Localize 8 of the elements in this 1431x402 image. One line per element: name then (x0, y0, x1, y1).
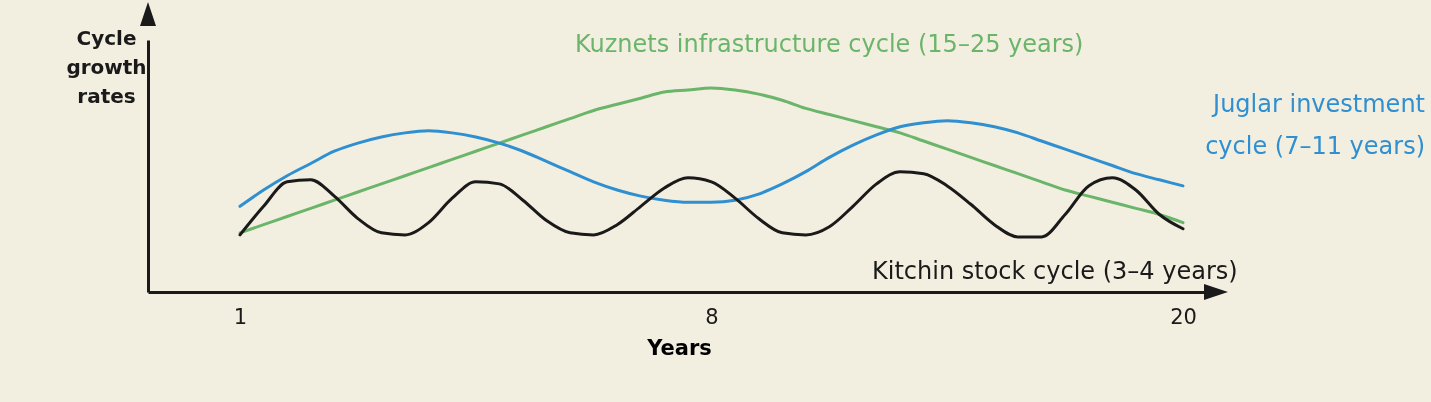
series-label: Juglar investment cycle (7–11 years) (1205, 90, 1425, 160)
x-axis-title: Years (646, 335, 712, 360)
text: Kuznets infrastructure cycle (15–25 years) (575, 30, 1084, 58)
x-tick-label: 1 (233, 304, 248, 329)
series-label: Kitchin stock cycle (3–4 years) (872, 257, 1238, 285)
x-tick-label: 20 (1170, 304, 1197, 329)
x-tick-label: 8 (705, 304, 719, 329)
y-axis-title: Cycle growth rates (66, 25, 147, 108)
